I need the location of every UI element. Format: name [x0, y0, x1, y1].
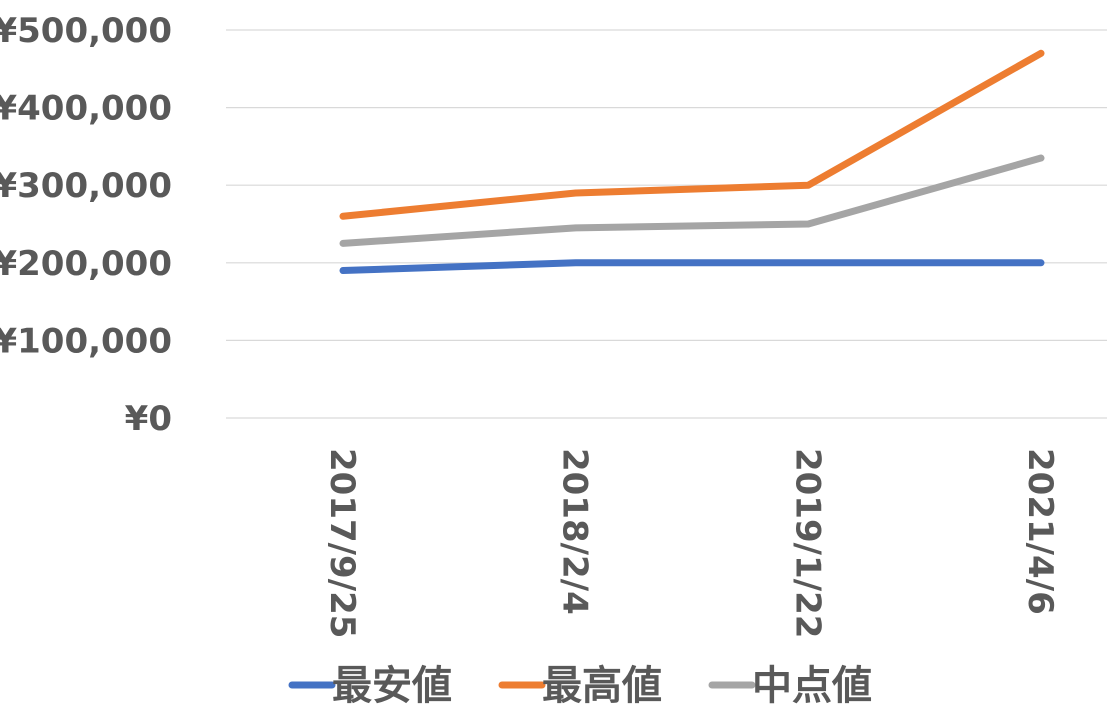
x-tick-label: 2018/2/4: [555, 448, 595, 615]
x-tick-label: 2017/9/25: [322, 448, 362, 638]
x-tick-label: 2021/4/6: [1020, 448, 1060, 615]
legend-label: 最安値: [332, 663, 452, 709]
x-axis-ticks: 2017/9/25 2018/2/4 2019/1/22 2021/4/6: [322, 448, 1060, 638]
series-line-2: [343, 158, 1041, 243]
series-line-1: [343, 53, 1041, 216]
y-tick-label: ¥500,000: [0, 11, 172, 51]
legend-label: 中点値: [752, 663, 872, 709]
y-tick-label: ¥300,000: [0, 166, 172, 206]
y-tick-label: ¥0: [125, 399, 172, 439]
y-axis-ticks: ¥0 ¥100,000 ¥200,000 ¥300,000 ¥400,000 ¥500,0…: [0, 11, 172, 439]
legend-label: 最高値: [542, 663, 662, 709]
y-tick-label: ¥400,000: [0, 89, 172, 129]
x-tick-label: 2019/1/22: [787, 448, 827, 638]
y-tick-label: ¥200,000: [0, 244, 172, 284]
series-line-0: [343, 263, 1041, 271]
y-tick-label: ¥100,000: [0, 321, 172, 361]
series-lines: [343, 53, 1041, 270]
legend: 最安値 最高値 中点値: [292, 663, 872, 709]
